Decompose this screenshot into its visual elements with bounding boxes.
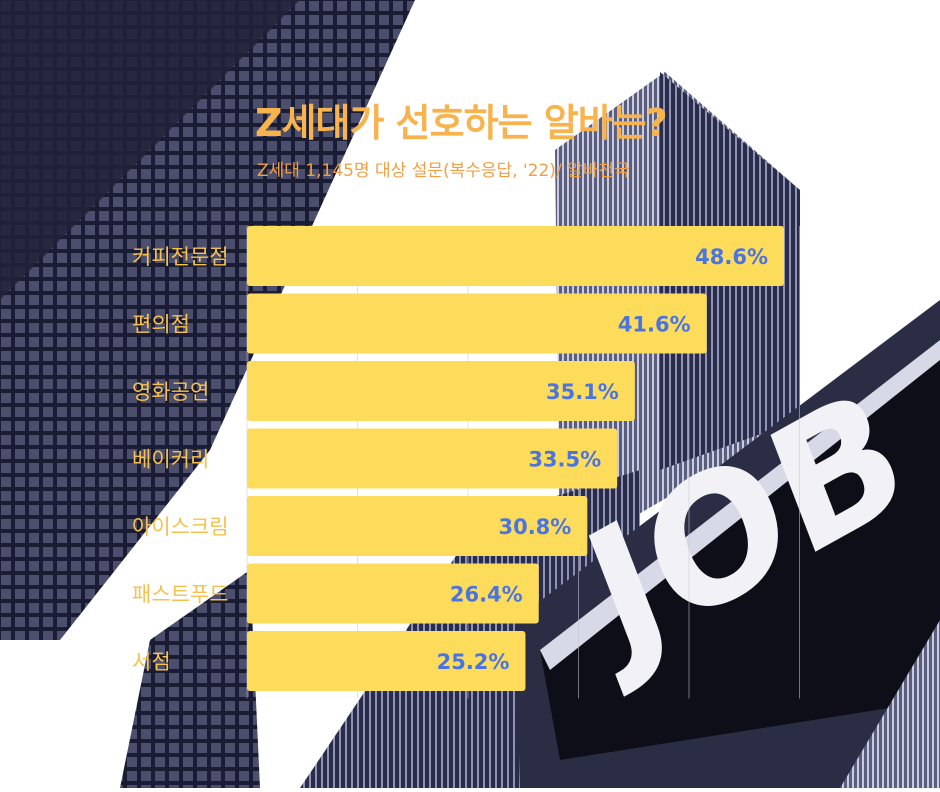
bar	[247, 496, 588, 556]
value-label: 33.5%	[528, 448, 601, 472]
bar	[247, 428, 618, 489]
category-label: 패스트푸드	[132, 583, 229, 607]
bar	[247, 293, 707, 354]
bar	[247, 631, 526, 691]
category-label: 편의점	[132, 313, 190, 337]
value-label: 35.1%	[546, 380, 619, 404]
value-label: 48.6%	[695, 245, 768, 269]
category-label: 베이커리	[132, 448, 209, 472]
value-label: 25.2%	[437, 650, 510, 674]
chart-subtitle: Z세대 1,145명 대상 설문(복수응답, '22)/ 알바천국	[257, 161, 630, 181]
bar-series	[247, 226, 785, 691]
category-label: 커피전문점	[132, 245, 229, 269]
category-label: 아이스크림	[132, 515, 229, 539]
value-label: 41.6%	[618, 313, 691, 337]
bar	[247, 226, 785, 286]
value-label: 30.8%	[498, 515, 571, 539]
chart-title: Z세대가 선호하는 알바는?	[255, 101, 668, 145]
value-label: 26.4%	[450, 583, 523, 607]
value-labels: 48.6% 41.6% 35.1% 33.5% 30.8% 26.4% 25.2%	[437, 245, 768, 674]
category-label: 서점	[132, 650, 171, 674]
bar	[247, 361, 635, 421]
bar	[247, 563, 539, 624]
category-label: 영화공연	[132, 380, 209, 404]
